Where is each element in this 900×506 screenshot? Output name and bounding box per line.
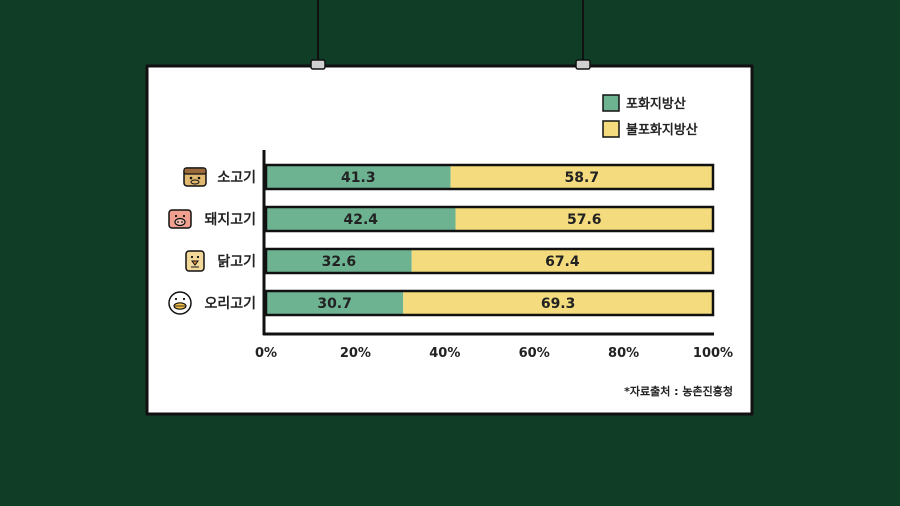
board bbox=[145, 64, 754, 416]
data-label-saturated-3: 30.7 bbox=[317, 296, 352, 312]
data-label-saturated-2: 32.6 bbox=[322, 254, 357, 270]
bar-unsaturated-0 bbox=[450, 165, 713, 189]
bar-unsaturated-2 bbox=[411, 249, 713, 273]
data-label-unsaturated-2: 67.4 bbox=[545, 254, 580, 270]
x-tick-label-0: 0% bbox=[255, 346, 277, 361]
category-label-1: 돼지고기 bbox=[204, 212, 256, 228]
data-label-unsaturated-1: 57.6 bbox=[567, 212, 602, 228]
x-tick-labels: 0% 20% 40% 60% 80% 100% bbox=[255, 346, 733, 361]
bar-saturated-3 bbox=[266, 291, 404, 315]
data-label-unsaturated-0: 58.7 bbox=[565, 170, 600, 186]
bar-unsaturated-3 bbox=[403, 291, 713, 315]
legend-label-unsaturated: 불포화지방산 bbox=[626, 122, 698, 138]
bars: 41.3 58.7 42.4 57.6 32.6 67.4 30.7 69.3 bbox=[264, 163, 715, 317]
bar-outline-0 bbox=[264, 163, 715, 191]
cow-icon bbox=[183, 167, 207, 187]
data-label-unsaturated-3: 69.3 bbox=[541, 296, 576, 312]
source-note: *자료출처 : 농촌진흥청 bbox=[624, 384, 733, 398]
pig-icon bbox=[168, 209, 192, 229]
clip-left bbox=[310, 59, 326, 70]
bar-outline-3 bbox=[264, 289, 715, 317]
legend: 포화지방산 불포화지방산 bbox=[602, 94, 698, 138]
bar-unsaturated-1 bbox=[455, 207, 713, 231]
x-tick-label-3: 60% bbox=[519, 346, 550, 361]
chicken-icon bbox=[185, 250, 205, 272]
clip-right bbox=[575, 59, 591, 70]
legend-swatch-unsaturated bbox=[602, 120, 620, 138]
x-tick-label-5: 100% bbox=[693, 346, 733, 361]
bar-saturated-0 bbox=[266, 165, 451, 189]
bar-outline-2 bbox=[264, 247, 715, 275]
x-tick-label-2: 40% bbox=[429, 346, 460, 361]
legend-swatch-saturated bbox=[602, 94, 620, 112]
bar-outline-1 bbox=[264, 205, 715, 233]
legend-label-saturated: 포화지방산 bbox=[626, 96, 686, 112]
x-tick-label-4: 80% bbox=[608, 346, 639, 361]
category-label-2: 닭고기 bbox=[217, 253, 256, 270]
duck-icon bbox=[168, 291, 192, 315]
category-label-3: 오리고기 bbox=[204, 296, 256, 312]
x-tick-label-1: 20% bbox=[340, 346, 371, 361]
data-label-saturated-1: 42.4 bbox=[343, 212, 378, 228]
bar-saturated-1 bbox=[266, 207, 456, 231]
category-label-0: 소고기 bbox=[217, 170, 256, 186]
data-label-saturated-0: 41.3 bbox=[341, 170, 376, 186]
bar-saturated-2 bbox=[266, 249, 412, 273]
